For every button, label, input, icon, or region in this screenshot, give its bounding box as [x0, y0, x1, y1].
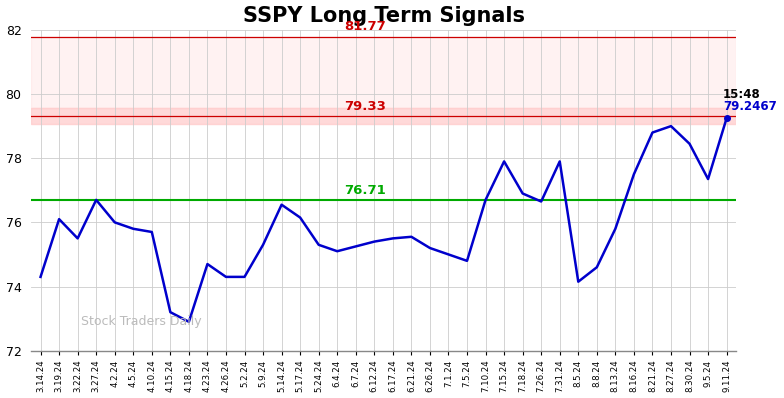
Text: 79.2467: 79.2467: [723, 100, 777, 113]
Text: 81.77: 81.77: [344, 20, 386, 33]
Text: Stock Traders Daily: Stock Traders Daily: [81, 315, 201, 328]
Bar: [31, 37, 736, 107]
Title: SSPY Long Term Signals: SSPY Long Term Signals: [242, 6, 524, 25]
Text: 15:48: 15:48: [723, 88, 760, 101]
Text: 79.33: 79.33: [343, 100, 386, 113]
Bar: [31, 107, 736, 123]
Text: 76.71: 76.71: [344, 184, 386, 197]
Bar: [31, 107, 736, 123]
